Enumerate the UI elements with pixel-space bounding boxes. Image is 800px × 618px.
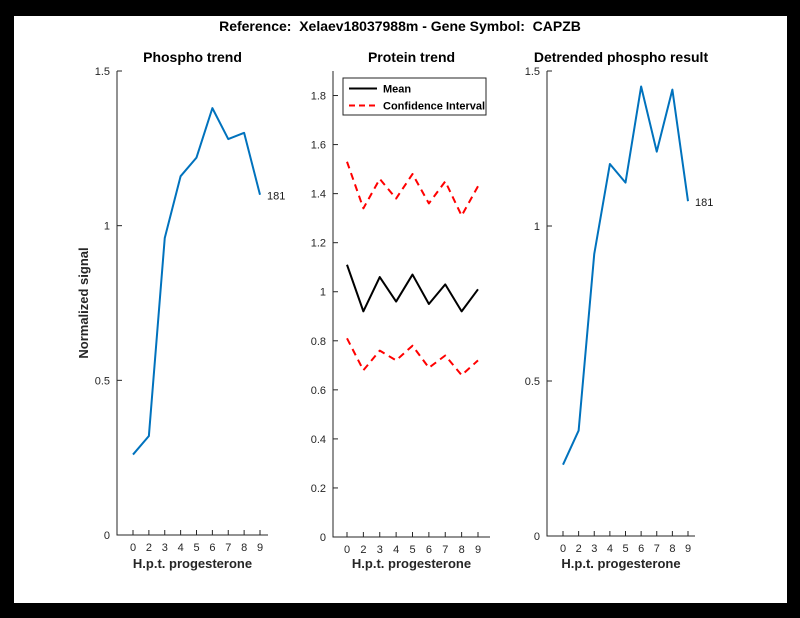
phospho-trend-x-tick-label: 7 [225,542,231,554]
protein-trend-legend-label-1: Confidence Interval [383,101,485,113]
protein-trend-confidence-interval-lower-line [346,337,479,377]
detrended-phospho-result-x-tick-label: 4 [607,543,613,555]
protein-trend-x-tick-label: 0 [344,544,350,556]
protein-trend-x-tick-label: 8 [459,544,465,556]
protein-trend-x-tick-label: 9 [475,544,481,556]
detrended-phospho-result-x-tick-label: 8 [669,543,675,555]
phospho-trend-phospho-signal-line [132,107,261,456]
detrended-phospho-result-y-tick-label: 0 [534,531,540,543]
phospho-trend-x-tick-label: 0 [130,542,136,554]
protein-trend-x-tick-label: 7 [442,544,448,556]
protein-trend-y-tick-label: 1 [320,287,326,299]
detrended-phospho-result-x-tick-label: 3 [591,543,597,555]
detrended-phospho-result-x-tick-label: 0 [560,543,566,555]
phospho-trend-y-tick-label: 1 [104,221,110,233]
protein-trend-legend-label-0: Mean [383,84,411,96]
protein-trend-legend: Mean Confidence Interval [342,77,487,116]
protein-trend-y-tick-label: 0.8 [311,336,326,348]
detrended-phospho-result-axes-spines [546,71,695,537]
protein-trend-y-tick-label: 0 [320,532,326,544]
phospho-trend-x-tick-label: 6 [209,542,215,554]
protein-trend-y-tick-label: 1.4 [311,189,326,201]
phospho-trend-x-tick-label: 4 [178,542,184,554]
protein-trend-y-tick-label: 0.4 [311,434,326,446]
protein-trend-x-tick-label: 4 [393,544,399,556]
protein-trend-x-tick-label: 6 [426,544,432,556]
detrended-phospho-result-y-tick-label: 0.5 [525,376,540,388]
protein-trend-y-tick-label: 0.6 [311,385,326,397]
detrended-phospho-result-x-tick-label: 7 [654,543,660,555]
protein-trend-y-tick-label: 0.2 [311,483,326,495]
protein-trend-title: Protein trend [368,49,455,65]
protein-trend-x-tick-label: 5 [409,544,415,556]
detrended-phospho-result-x-tick-label: 2 [576,543,582,555]
protein-trend-y-tick-label: 1.6 [311,140,326,152]
phospho-trend-title: Phospho trend [143,49,242,65]
detrended-phospho-result-x-tick-label: 6 [638,543,644,555]
detrended-phospho-result-detrended-phospho-signal-line [562,85,689,466]
detrended-phospho-result-xlabel: H.p.t. progesterone [561,556,680,571]
protein-trend-x-tick-label: 3 [377,544,383,556]
protein-trend-xlabel: H.p.t. progesterone [352,556,471,571]
protein-trend-plot: 00.20.40.60.811.21.41.61.80 2 3 4 5 6 7 8 9Prote… [311,49,490,571]
protein-trend-legend-box [342,77,487,116]
protein-trend-confidence-interval-upper-line [346,161,479,217]
phospho-trend-xlabel: H.p.t. progesterone [133,556,252,571]
detrended-phospho-result-title: Detrended phospho result [534,49,709,65]
detrended-phospho-result-end-label: 181 [695,197,713,209]
phospho-trend-ylabel: Normalized signal [76,247,91,358]
detrended-phospho-result-x-tick-label: 5 [622,543,628,555]
phospho-trend-y-tick-label: 0.5 [95,375,110,387]
protein-trend-y-tick-label: 1.8 [311,91,326,103]
phospho-trend-end-label: 181 [267,191,285,203]
detrended-phospho-result-x-tick-label: 9 [685,543,691,555]
phospho-trend-x-tick-label: 8 [241,542,247,554]
protein-trend-y-tick-label: 1.2 [311,238,326,250]
protein-trend-x-tick-label: 2 [360,544,366,556]
phospho-trend-x-tick-label: 9 [257,542,263,554]
protein-trend-mean-line [346,264,479,313]
phospho-trend-x-tick-label: 5 [193,542,199,554]
phospho-trend-x-tick-label: 3 [162,542,168,554]
phospho-trend-y-tick-label: 1.5 [95,66,110,78]
phospho-trend-x-tick-label: 2 [146,542,152,554]
detrended-phospho-result-y-tick-label: 1.5 [525,66,540,78]
figure-title: Reference: Xelaev18037988m - Gene Symbol… [219,18,581,34]
detrended-phospho-result-y-tick-label: 1 [534,221,540,233]
phospho-trend-y-tick-label: 0 [104,530,110,542]
